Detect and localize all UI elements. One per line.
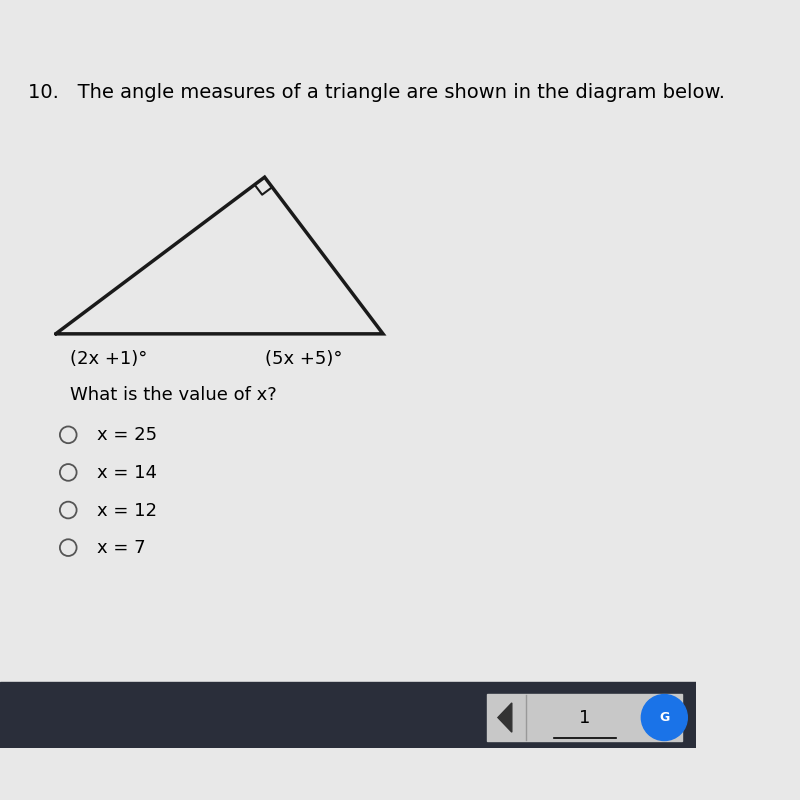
Text: x = 14: x = 14 <box>98 464 158 482</box>
Text: x = 25: x = 25 <box>98 426 158 445</box>
Text: 1: 1 <box>579 709 590 726</box>
Bar <box>0 682 696 748</box>
Polygon shape <box>498 703 512 732</box>
Text: (2x +1)°: (2x +1)° <box>70 350 147 368</box>
Text: (5x +5)°: (5x +5)° <box>265 350 342 368</box>
Text: x = 12: x = 12 <box>98 502 158 520</box>
Text: What is the value of x?: What is the value of x? <box>70 386 276 404</box>
Text: 10.   The angle measures of a triangle are shown in the diagram below.: 10. The angle measures of a triangle are… <box>28 83 725 102</box>
Circle shape <box>642 694 687 741</box>
Bar <box>487 694 682 742</box>
Text: x = 7: x = 7 <box>98 539 146 558</box>
Text: G: G <box>659 711 670 724</box>
